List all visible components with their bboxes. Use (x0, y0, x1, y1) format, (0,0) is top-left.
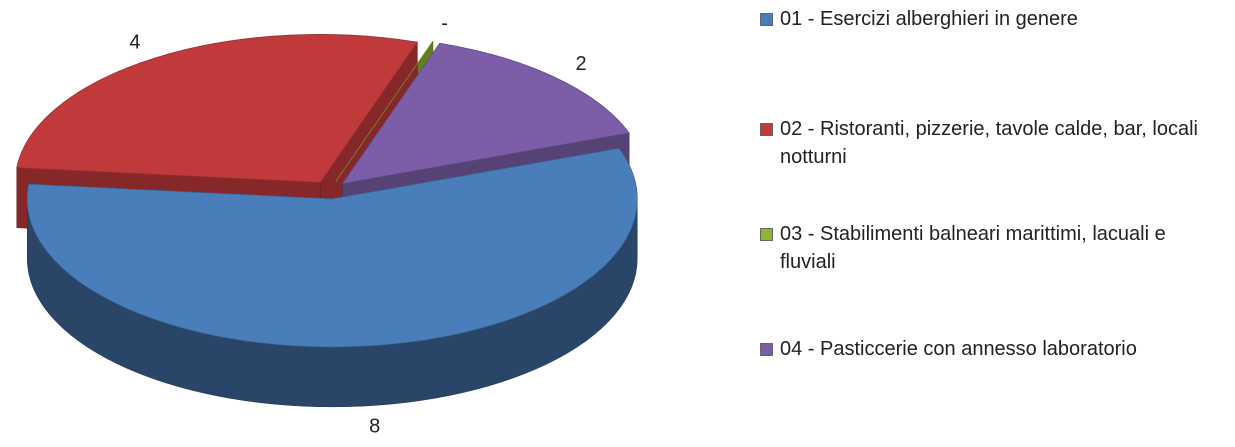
data-label: 2 (576, 53, 587, 75)
data-label: - (441, 13, 448, 35)
slice (16, 34, 419, 183)
legend-swatch (760, 228, 773, 241)
data-label: 8 (369, 416, 380, 438)
legend-label: 03 - Stabilimenti balneari marittimi, la… (780, 223, 1166, 273)
legend-item: 04 - Pasticcerie con annesso laboratorio (760, 335, 1235, 363)
legend-swatch (760, 123, 773, 136)
legend-label: 04 - Pasticcerie con annesso laboratorio (780, 338, 1137, 360)
pie-tops (16, 34, 638, 348)
legend-swatch (760, 13, 773, 26)
legend-item: 02 - Ristoranti, pizzerie, tavole calde,… (760, 115, 1235, 171)
pie-area: 8 4 - 2 (16, 13, 638, 438)
legend-label: 02 - Ristoranti, pizzerie, tavole calde,… (780, 118, 1198, 168)
data-labels: 8 4 - 2 (129, 13, 586, 438)
slice (341, 42, 630, 185)
legend-item: 03 - Stabilimenti balneari marittimi, la… (760, 220, 1235, 276)
data-label: 4 (129, 31, 140, 53)
legend-item: 01 - Esercizi alberghieri in genere (760, 5, 1235, 33)
slice (26, 147, 638, 348)
slice (335, 40, 434, 182)
legend-swatch (760, 343, 773, 356)
legend-label: 01 - Esercizi alberghieri in genere (780, 8, 1078, 30)
